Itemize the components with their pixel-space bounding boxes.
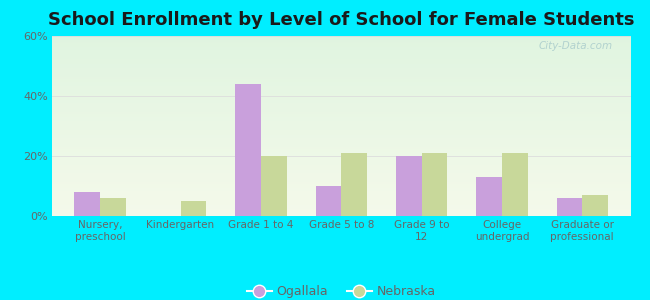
Bar bbox=[235, 84, 261, 216]
Bar bbox=[315, 186, 341, 216]
Bar bbox=[422, 153, 447, 216]
Title: School Enrollment by Level of School for Female Students: School Enrollment by Level of School for… bbox=[48, 11, 634, 29]
Bar bbox=[502, 153, 528, 216]
Bar bbox=[75, 192, 100, 216]
Text: City-Data.com: City-Data.com bbox=[539, 41, 613, 51]
Bar bbox=[100, 198, 126, 216]
Bar bbox=[341, 153, 367, 216]
Legend: Ogallala, Nebraska: Ogallala, Nebraska bbox=[242, 280, 441, 300]
Bar bbox=[396, 156, 422, 216]
Bar bbox=[556, 198, 582, 216]
Bar bbox=[582, 195, 608, 216]
Bar bbox=[181, 201, 206, 216]
Bar bbox=[476, 177, 502, 216]
Bar bbox=[261, 156, 287, 216]
